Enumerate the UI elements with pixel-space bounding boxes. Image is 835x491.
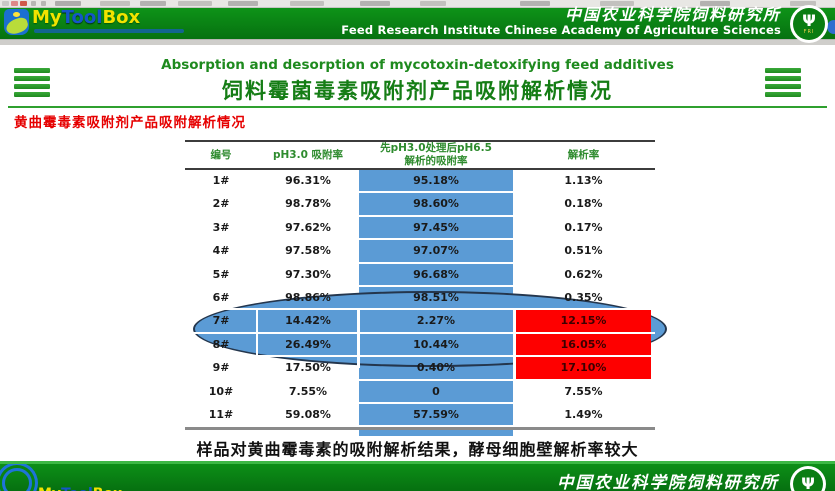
toolbar-button[interactable] [55, 1, 81, 6]
toolbar-icon[interactable] [11, 1, 18, 6]
toolbar-button[interactable] [290, 1, 324, 6]
title-divider [8, 106, 827, 108]
top-banner: MyToolBox 中国农业科学院饲料研究所 Feed Research Ins… [0, 5, 835, 43]
hamburger-icon [765, 68, 801, 100]
header-ph65: 先pH3.0处理后pH6.5 解析的吸附率 [380, 142, 492, 167]
table-body: 1# 96.31% 95.18% 1.13% 2# 98.78% 98.60% … [185, 170, 655, 431]
toolbar-button[interactable] [140, 1, 166, 6]
hamburger-icon [14, 68, 50, 100]
table-row: 11# 59.08% 57.59% 1.49% [185, 403, 655, 427]
toolbar-icon[interactable] [2, 1, 9, 6]
mytoolbox-logo: MyToolBox [4, 9, 184, 35]
toolbar-icon[interactable] [20, 1, 27, 6]
fri-emblem-icon: Ψ [790, 466, 826, 491]
toolbar-button[interactable] [700, 1, 730, 6]
window-divider [0, 39, 835, 45]
toolbar-button[interactable] [100, 1, 130, 6]
header-desorption: 解析率 [567, 148, 600, 161]
slide-canvas: Absorption and desorption of mycotoxin-d… [0, 45, 835, 461]
toolbar-button[interactable] [178, 1, 212, 6]
toolbar-button[interactable] [420, 1, 446, 6]
fri-emblem-icon: Ψ FRI [790, 5, 828, 43]
mytoolbox-wordmark: MyToolBox [38, 486, 122, 491]
table-row: 1# 96.31% 95.18% 1.13% [185, 170, 655, 193]
toolbar-icon[interactable] [41, 1, 46, 6]
table-row: 2# 98.78% 98.60% 0.18% [185, 193, 655, 216]
mytoolbox-leaf-icon [4, 9, 29, 35]
blue-badge-icon [827, 20, 835, 34]
toolbar-icon[interactable] [31, 1, 36, 6]
gridline [185, 331, 655, 334]
bottom-banner: MyToolBox 中国农业科学院饲料研究所 Ψ [0, 461, 835, 491]
gridline [256, 308, 258, 368]
app-toolbar[interactable] [0, 0, 835, 8]
slide-title-english: Absorption and desorption of mycotoxin-d… [161, 57, 674, 73]
table-header-row: 编号 pH3.0 吸附率 先pH3.0处理后pH6.5 解析的吸附率 解析率 [185, 140, 655, 170]
gridline [185, 308, 655, 311]
header-number: 编号 [210, 148, 232, 161]
slide-title-chinese: 饲料霉菌毒素吸附剂产品吸附解析情况 [222, 79, 613, 103]
header-ph30: pH3.0 吸附率 [272, 148, 344, 161]
toolbar-button[interactable] [600, 1, 634, 6]
gridline [513, 308, 516, 368]
toolbar-button[interactable] [228, 1, 258, 6]
gridline [185, 355, 655, 358]
toolbar-button[interactable] [790, 1, 816, 6]
slide-caption: 样品对黄曲霉毒素的吸附解析结果，酵母细胞壁解析率较大 [196, 440, 639, 459]
toolbar-button[interactable] [360, 1, 390, 6]
org-name-english: Feed Research Institute Chinese Academy … [341, 23, 781, 38]
table-row: 4# 97.58% 97.07% 0.51% [185, 240, 655, 263]
gridline [357, 308, 360, 368]
mytoolbox-wordmark: MyToolBox [32, 7, 141, 28]
blue-column-stub [359, 430, 513, 436]
mytoolbox-tagline [34, 29, 184, 33]
table-row: 10# 7.55% 0 7.55% [185, 380, 655, 404]
section-heading: 黄曲霉毒素吸附剂产品吸附解析情况 [14, 115, 246, 131]
mytoolbox-arcs-icon [2, 468, 32, 491]
table-row: 3# 97.62% 97.45% 0.17% [185, 216, 655, 240]
results-table: 编号 pH3.0 吸附率 先pH3.0处理后pH6.5 解析的吸附率 解析率 1… [185, 140, 667, 436]
toolbar-button[interactable] [520, 1, 550, 6]
table-row: 5# 97.30% 96.68% 0.62% [185, 263, 655, 287]
org-name-chinese-bottom: 中国农业科学院饲料研究所 [557, 473, 779, 491]
org-name-chinese: 中国农业科学院饲料研究所 [564, 5, 781, 24]
